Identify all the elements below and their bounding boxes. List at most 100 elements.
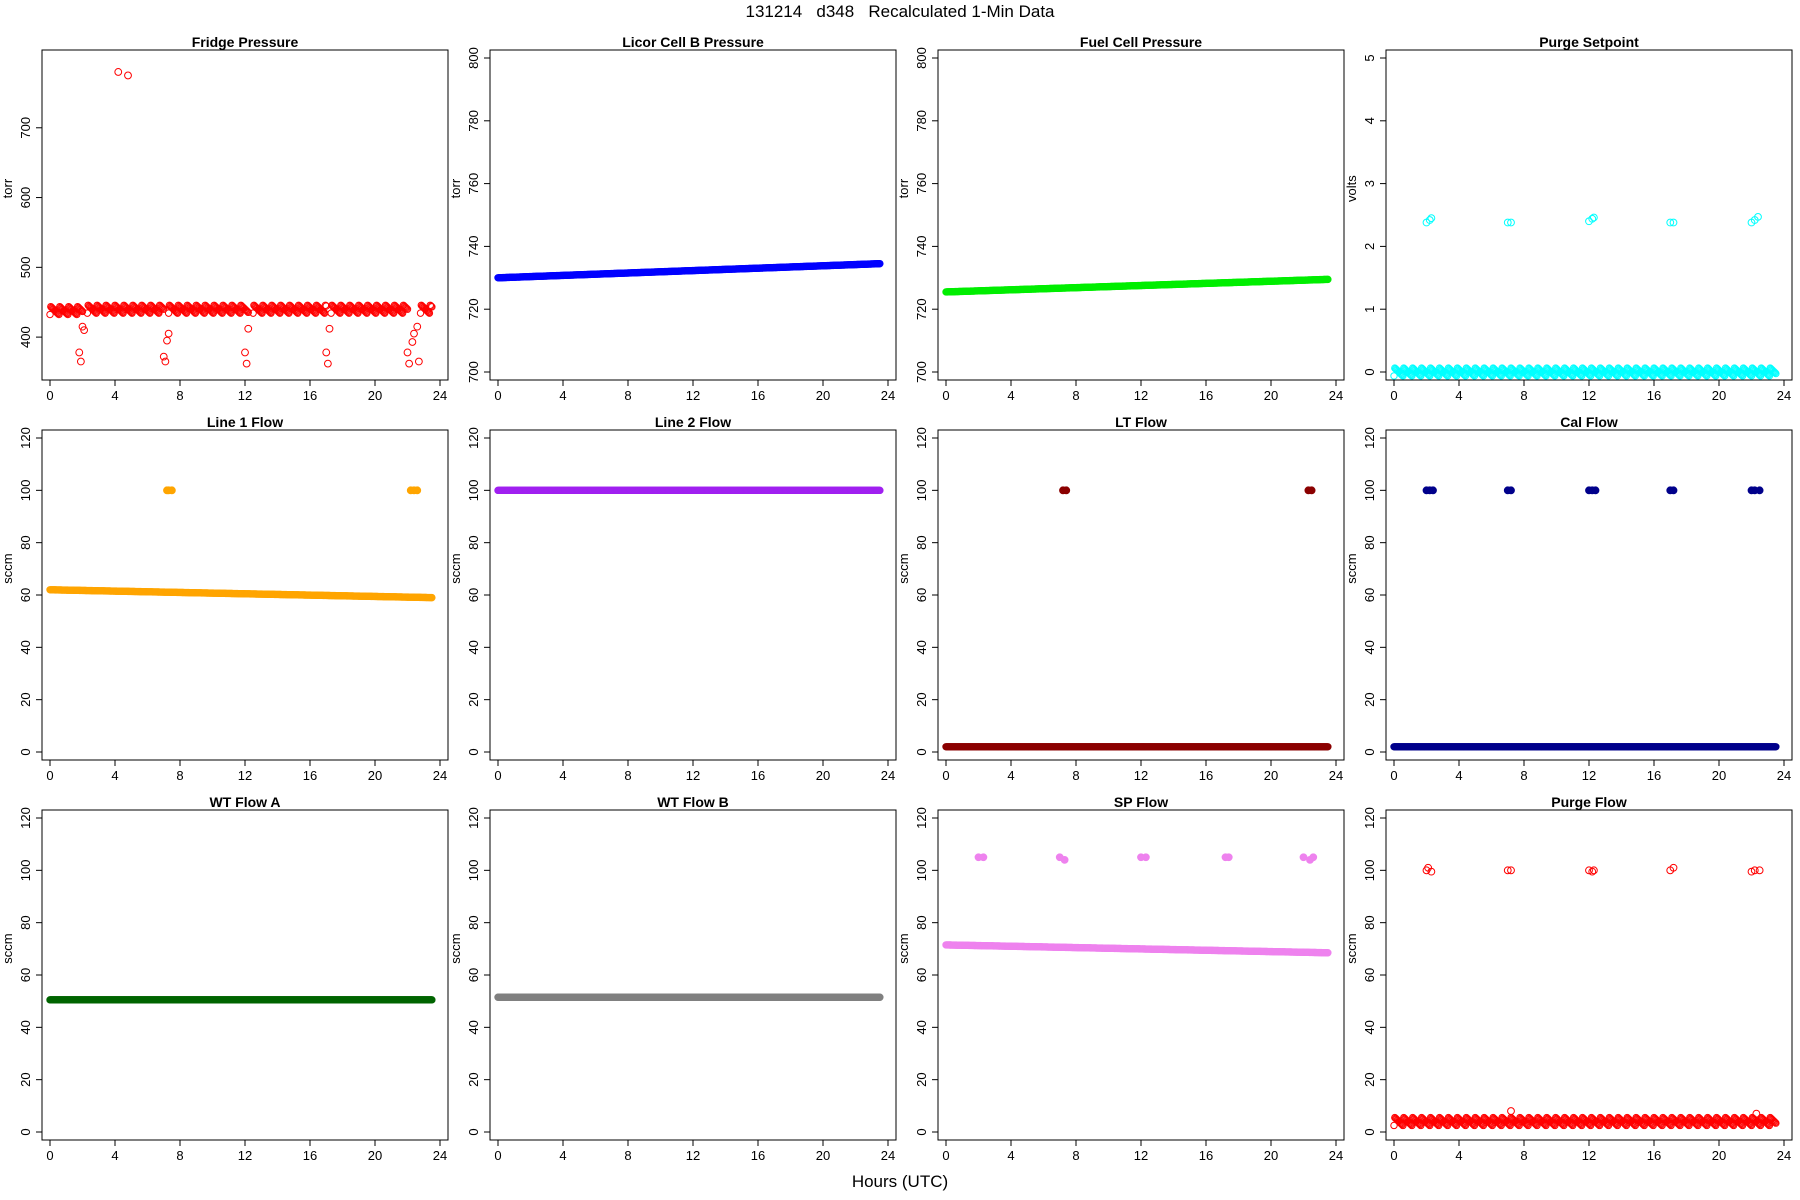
data-point xyxy=(52,308,61,316)
x-tick-label: 24 xyxy=(433,1148,447,1163)
x-tick-label: 16 xyxy=(751,768,765,783)
data-point xyxy=(285,309,293,317)
x-tick-label: 20 xyxy=(816,388,830,403)
data-point xyxy=(1522,370,1531,379)
data-point xyxy=(1586,372,1595,380)
data-point xyxy=(144,307,153,316)
data-point xyxy=(159,352,168,361)
data-point xyxy=(1390,372,1398,380)
data-point xyxy=(1558,370,1566,379)
data-point xyxy=(199,308,208,317)
data-point xyxy=(398,309,407,317)
x-tick-label: 0 xyxy=(46,388,53,403)
data-point xyxy=(146,309,154,317)
data-point xyxy=(1568,371,1576,379)
y-tick-label: 780 xyxy=(466,110,481,132)
y-tick-label: 740 xyxy=(466,236,481,258)
y-tick-label: 20 xyxy=(18,692,33,706)
data-point xyxy=(322,348,331,357)
data-point xyxy=(353,308,361,317)
data-point xyxy=(1557,369,1566,378)
data-point xyxy=(1577,371,1585,379)
data-point xyxy=(1666,218,1675,227)
data-point xyxy=(428,303,436,311)
data-point xyxy=(1443,372,1452,380)
data-point xyxy=(127,308,135,317)
data-point xyxy=(1569,372,1577,380)
data-point xyxy=(159,304,167,313)
y-axis-label: torr xyxy=(0,178,15,198)
data-point xyxy=(1658,372,1666,380)
data-point xyxy=(1576,370,1584,379)
data-point xyxy=(128,309,136,317)
data-point xyxy=(1737,370,1745,379)
data-point xyxy=(413,486,422,495)
x-tick-label: 0 xyxy=(494,768,501,783)
data-point xyxy=(1754,212,1762,221)
data-point xyxy=(1755,370,1763,379)
data-point xyxy=(173,309,182,317)
data-point xyxy=(1709,369,1718,378)
data-point xyxy=(1611,369,1619,378)
data-point xyxy=(63,310,71,318)
data-point xyxy=(275,308,283,317)
panel-title: WT Flow A xyxy=(209,794,280,810)
data-point xyxy=(164,329,173,338)
data-point xyxy=(300,307,309,315)
data-point xyxy=(90,307,99,316)
data-point xyxy=(1452,372,1461,380)
data-point xyxy=(408,338,417,346)
panel-title: Cal Flow xyxy=(1560,414,1618,430)
data-point xyxy=(283,307,291,316)
y-tick-label: 700 xyxy=(914,361,929,383)
data-point xyxy=(110,309,118,317)
data-point xyxy=(362,308,370,317)
panel-title: Purge Setpoint xyxy=(1539,34,1639,50)
data-point xyxy=(124,71,132,80)
data-point xyxy=(274,307,283,316)
data-point xyxy=(1754,369,1762,378)
y-axis-label: sccm xyxy=(1344,553,1359,583)
data-point xyxy=(1577,372,1586,380)
data-point xyxy=(1497,372,1505,380)
data-point xyxy=(134,307,143,315)
y-tick-label: 1 xyxy=(1362,306,1377,313)
data-point xyxy=(91,308,100,317)
y-tick-label: 700 xyxy=(18,117,33,139)
data-point xyxy=(1324,275,1332,284)
data-point xyxy=(1765,372,1774,380)
data-point xyxy=(1703,372,1711,380)
data-point xyxy=(1414,369,1423,378)
data-point xyxy=(264,307,273,315)
x-tick-label: 20 xyxy=(1712,388,1726,403)
data-point xyxy=(398,308,406,317)
plot-frame xyxy=(41,809,449,1141)
data-point xyxy=(172,307,180,316)
data-point xyxy=(242,306,250,314)
x-tick-label: 24 xyxy=(881,768,895,783)
data-point xyxy=(369,307,378,315)
data-point xyxy=(1595,371,1603,379)
data-point xyxy=(55,310,63,319)
data-point xyxy=(1729,372,1738,380)
data-point xyxy=(209,309,218,317)
y-tick-label: 120 xyxy=(914,427,929,449)
data-point xyxy=(1728,370,1736,379)
x-tick-label: 8 xyxy=(624,1148,631,1163)
data-point xyxy=(158,303,166,312)
data-point xyxy=(244,308,252,317)
plot-frame xyxy=(489,809,897,1141)
x-tick-label: 12 xyxy=(238,1148,252,1163)
data-point xyxy=(92,309,101,317)
x-tick-label: 24 xyxy=(433,768,447,783)
data-point xyxy=(1407,371,1415,379)
y-tick-label: 100 xyxy=(1362,479,1377,501)
data-point xyxy=(1477,369,1485,378)
data-point xyxy=(389,309,398,317)
x-tick-label: 20 xyxy=(368,388,382,403)
data-point xyxy=(1487,371,1496,379)
data-point xyxy=(108,307,117,316)
